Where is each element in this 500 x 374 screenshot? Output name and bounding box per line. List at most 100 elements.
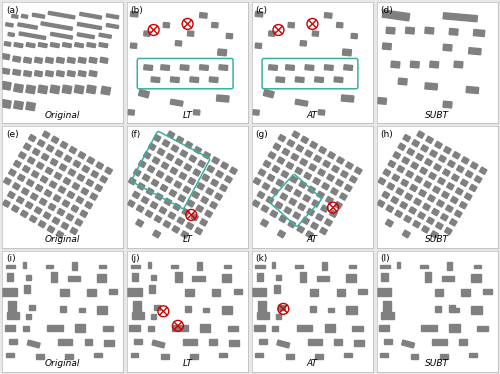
Bar [426,217,434,224]
Bar [27,340,40,348]
Bar [194,110,200,115]
Bar [2,288,16,295]
Bar [24,71,32,77]
Bar [344,65,352,70]
Bar [152,230,160,238]
Bar [105,167,112,174]
Bar [22,188,29,195]
Bar [397,165,404,173]
Bar [260,219,268,227]
Bar [87,157,94,164]
Bar [452,151,460,159]
Bar [85,202,92,209]
Bar [307,208,314,216]
Bar [185,306,191,313]
Bar [466,86,478,94]
Bar [56,231,64,238]
Bar [234,289,242,294]
Bar [77,22,102,30]
Bar [154,135,161,142]
Bar [320,205,328,212]
Bar [383,169,390,176]
Bar [4,178,11,185]
Bar [22,165,30,173]
Bar [77,174,84,181]
Bar [60,141,68,148]
Bar [177,217,184,224]
Bar [212,22,218,28]
Bar [10,339,18,344]
Bar [169,190,176,197]
Bar [218,49,226,56]
Bar [96,306,107,314]
Bar [106,14,118,19]
Bar [300,41,306,46]
Bar [12,14,18,18]
Bar [138,89,149,98]
Bar [289,198,296,205]
Bar [295,167,302,174]
Bar [469,353,476,358]
Bar [336,157,344,164]
Bar [148,261,150,268]
Bar [76,196,84,204]
Bar [226,33,232,39]
Bar [277,340,290,348]
Bar [403,135,410,142]
Bar [136,205,144,212]
Bar [12,56,20,62]
Bar [170,99,183,106]
Bar [224,264,231,268]
Bar [398,143,406,150]
Bar [428,172,436,180]
Bar [313,177,320,185]
Bar [350,176,357,183]
Bar [86,85,96,94]
Bar [425,83,438,90]
Text: (e): (e) [6,130,18,139]
Bar [154,215,162,223]
Text: (h): (h) [380,130,393,139]
Bar [78,71,86,77]
Bar [160,65,170,70]
Bar [276,314,281,319]
Bar [176,41,182,46]
Bar [96,274,106,282]
Bar [2,200,10,207]
Bar [438,177,445,185]
Bar [12,70,20,76]
Bar [398,78,407,85]
Bar [358,289,367,294]
Bar [94,353,102,358]
Bar [322,261,327,270]
Bar [152,340,165,348]
Bar [52,217,60,224]
Bar [428,195,436,202]
Bar [70,227,78,235]
Bar [207,165,214,173]
Bar [62,43,72,47]
Bar [393,152,400,159]
Bar [424,181,432,188]
Bar [459,339,467,345]
Bar [450,324,460,332]
Bar [87,43,96,47]
Bar [268,65,278,70]
Bar [185,289,194,295]
Bar [44,212,51,219]
Bar [78,57,86,63]
Bar [130,264,140,268]
Bar [151,275,156,280]
Bar [258,301,266,311]
Bar [320,227,328,235]
Bar [148,143,156,150]
Bar [26,85,36,94]
Bar [332,165,340,173]
Bar [142,196,149,204]
Bar [50,159,58,166]
Text: AT: AT [307,359,318,368]
Bar [319,147,326,154]
Bar [406,171,413,178]
Bar [402,157,409,164]
Bar [386,205,394,212]
